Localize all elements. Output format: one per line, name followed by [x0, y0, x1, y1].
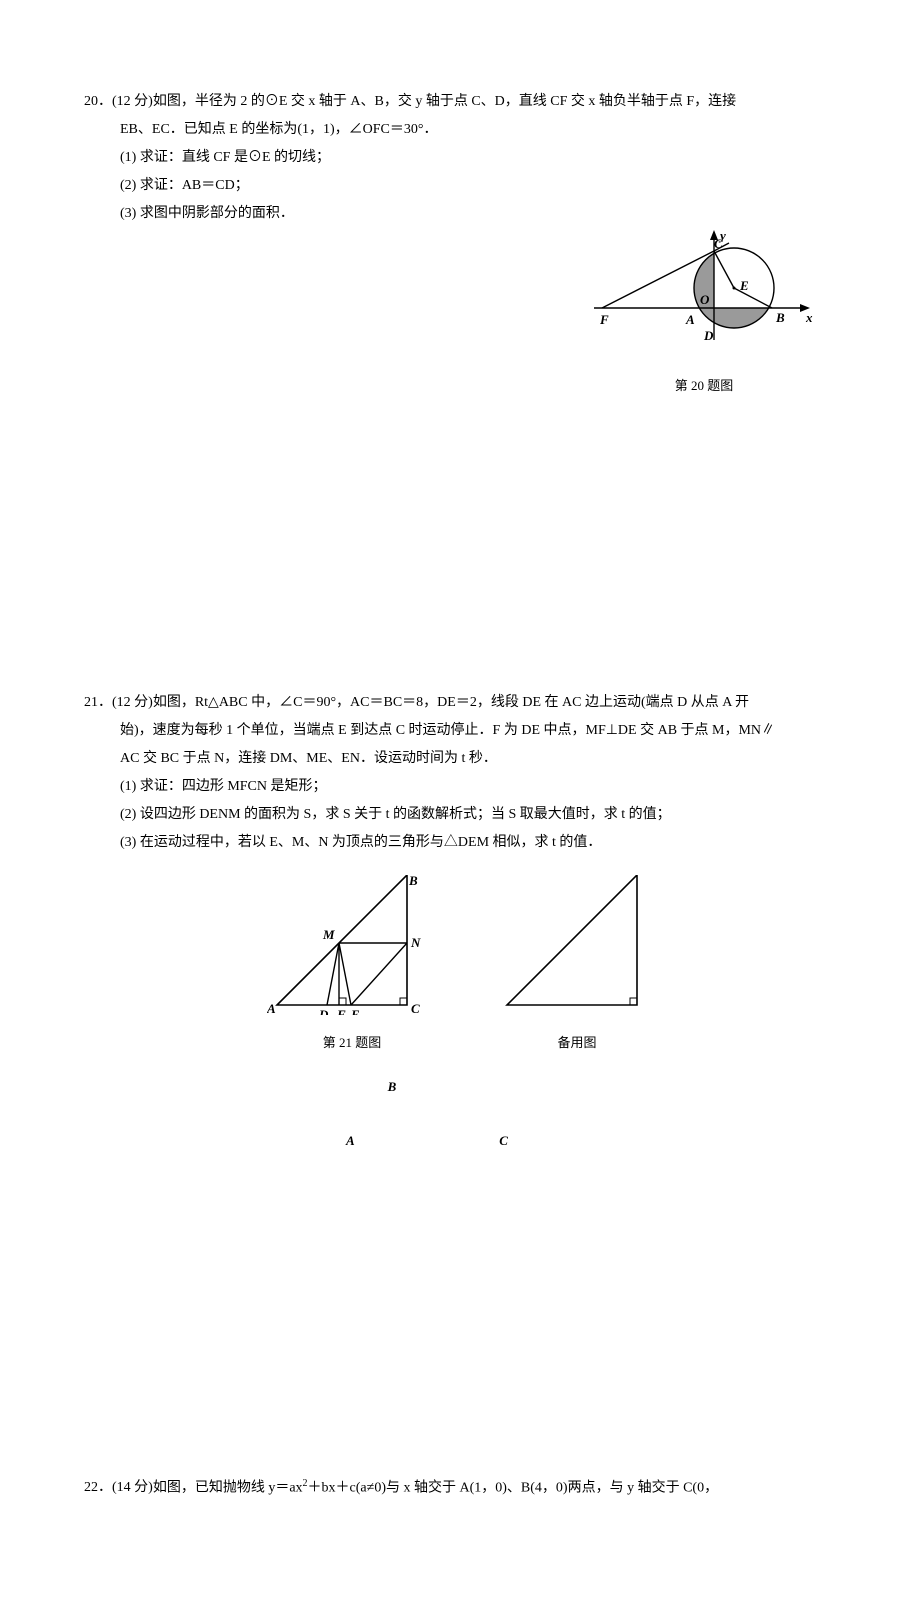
problem-21-stem-line3: AC 交 BC 于点 N，连接 DM、ME、EN．设运动时间为 t 秒．	[84, 745, 840, 773]
svg-text:E: E	[739, 278, 749, 293]
problem-20-q2: (2) 求证：AB＝CD；	[84, 172, 840, 200]
problem-21-head: 21．(12 分) 如图，Rt△ABC 中，∠C＝90°，AC＝BC＝8，DE＝…	[84, 689, 840, 717]
figure-21-backup: 备用图	[497, 875, 657, 1056]
figure-21-extra-labels-2: A C	[84, 1128, 840, 1154]
svg-text:C: C	[411, 1001, 420, 1015]
svg-text:F: F	[336, 1007, 346, 1015]
problem-21-q3: (3) 在运动过程中，若以 E、M、N 为顶点的三角形与△DEM 相似，求 t …	[84, 829, 840, 857]
problem-22-number: 22．(14 分)	[84, 1474, 153, 1503]
figure-21-backup-caption: 备用图	[497, 1030, 657, 1056]
figure-21-main: B M N A D F E C 第 21 题图	[267, 875, 437, 1056]
problem-21-q1: (1) 求证：四边形 MFCN 是矩形；	[84, 773, 840, 801]
problem-20-workspace	[84, 419, 840, 629]
svg-text:E: E	[350, 1007, 360, 1015]
problem-21-q2: (2) 设四边形 DENM 的面积为 S，求 S 关于 t 的函数解析式；当 S…	[84, 801, 840, 829]
svg-text:F: F	[599, 312, 609, 327]
problem-20-q3: (3) 求图中阴影部分的面积．	[84, 200, 840, 228]
svg-text:B: B	[775, 310, 785, 325]
problem-20-stem-line2: EB、EC．已知点 E 的坐标为(1，1)，∠OFC＝30°．	[84, 116, 840, 144]
problem-22-stem: 如图，已知抛物线 y＝ax2＋bx＋c(a≠0)与 x 轴交于 A(1，0)、B…	[153, 1474, 840, 1503]
svg-text:O: O	[700, 292, 710, 307]
svg-text:x: x	[805, 310, 813, 325]
svg-text:B: B	[408, 875, 418, 888]
svg-text:M: M	[322, 927, 335, 942]
svg-text:N: N	[410, 935, 421, 950]
figure-21-extra-labels: B	[84, 1074, 840, 1100]
figure-21-caption: 第 21 题图	[267, 1030, 437, 1056]
problem-20-head: 20．(12 分) 如图，半径为 2 的⊙E 交 x 轴于 A、B，交 y 轴于…	[84, 88, 840, 116]
problem-22-head: 22．(14 分) 如图，已知抛物线 y＝ax2＋bx＋c(a≠0)与 x 轴交…	[84, 1474, 840, 1503]
problem-22: 22．(14 分) 如图，已知抛物线 y＝ax2＋bx＋c(a≠0)与 x 轴交…	[84, 1474, 840, 1503]
problem-20: 20．(12 分) 如图，半径为 2 的⊙E 交 x 轴于 A、B，交 y 轴于…	[84, 88, 840, 629]
svg-text:D: D	[703, 328, 714, 343]
problem-20-number: 20．(12 分)	[84, 88, 153, 116]
page: 20．(12 分) 如图，半径为 2 的⊙E 交 x 轴于 A、B，交 y 轴于…	[0, 0, 920, 1603]
svg-text:C: C	[714, 236, 723, 251]
problem-21-stem-line1: 如图，Rt△ABC 中，∠C＝90°，AC＝BC＝8，DE＝2，线段 DE 在 …	[153, 689, 840, 717]
problem-20-q1: (1) 求证：直线 CF 是⊙E 的切线；	[84, 144, 840, 172]
svg-text:A: A	[685, 312, 695, 327]
figure-20-caption: 第 20 题图	[584, 373, 824, 399]
problem-21: 21．(12 分) 如图，Rt△ABC 中，∠C＝90°，AC＝BC＝8，DE＝…	[84, 689, 840, 1414]
figure-20-svg: y x C E O B F A D	[584, 228, 824, 358]
problem-20-stem-line1: 如图，半径为 2 的⊙E 交 x 轴于 A、B，交 y 轴于点 C、D，直线 C…	[153, 88, 840, 116]
problem-21-workspace	[84, 1154, 840, 1414]
figure-21-row: B M N A D F E C 第 21 题图 备用图	[84, 875, 840, 1056]
problem-21-number: 21．(12 分)	[84, 689, 153, 717]
svg-text:D: D	[318, 1007, 329, 1015]
svg-text:A: A	[267, 1001, 276, 1015]
problem-21-stem-line2: 始)，速度为每秒 1 个单位，当端点 E 到达点 C 时运动停止．F 为 DE …	[84, 717, 840, 745]
figure-20: y x C E O B F A D 第 20 题图	[584, 228, 824, 399]
